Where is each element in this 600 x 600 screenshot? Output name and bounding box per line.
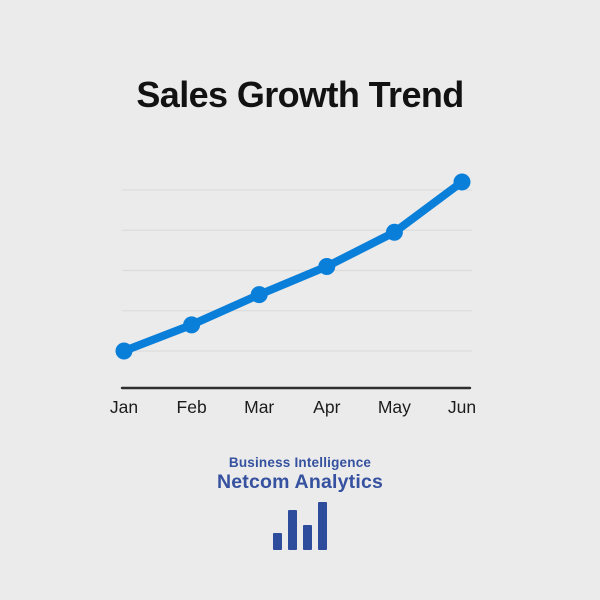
data-point-marker [250,286,268,304]
line-chart: Jan Feb Mar Apr May Jun [110,150,490,430]
logo-bar [318,502,327,550]
x-tick-label: Mar [244,397,274,417]
x-tick-label: May [378,397,411,417]
data-point-marker [183,316,201,334]
x-tick-label: Feb [177,397,207,417]
line-chart-svg: Jan Feb Mar Apr May Jun [110,173,476,417]
x-tick-label: Jun [448,397,476,417]
logo-bar [288,510,297,550]
data-point-marker [385,223,403,241]
x-tick-label: Apr [313,397,340,417]
data-point-marker [318,257,336,275]
brand-name: Netcom Analytics [216,470,384,493]
brand-block: Business Intelligence Netcom Analytics [0,455,600,494]
logo-bar [303,525,312,550]
logo-bar [273,533,282,550]
chart-title: Sales Growth Trend [136,74,464,115]
bar-chart-logo-icon [0,502,600,550]
brand-tagline: Business Intelligence [228,455,372,470]
x-tick-label: Jan [110,397,138,417]
data-point-marker [453,173,471,191]
data-point-marker [115,342,133,360]
series-line [120,177,466,355]
